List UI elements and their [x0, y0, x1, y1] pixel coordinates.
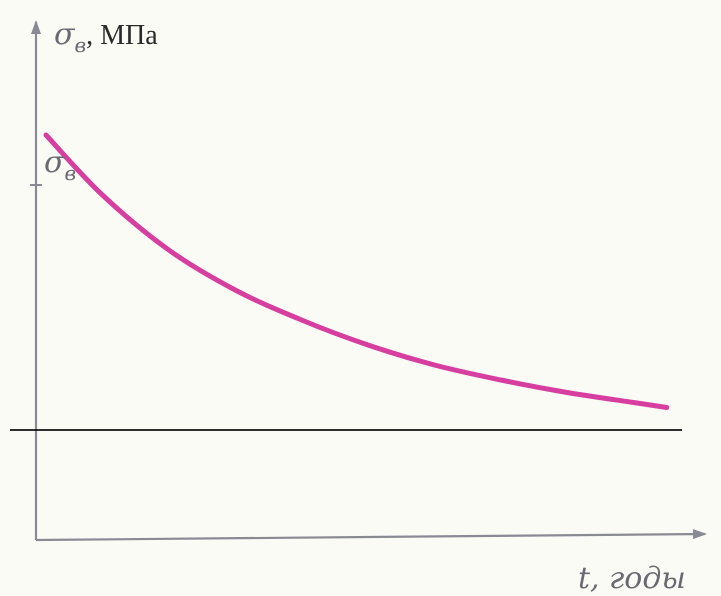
start-value-label-subscript: в: [64, 161, 76, 185]
y-axis-label-subscript: в: [74, 33, 86, 57]
x-axis: [35, 529, 707, 542]
y-axis-label-symbol: σ: [54, 17, 76, 52]
y-axis-label: σв, МПа: [54, 17, 158, 57]
y-axis-label-unit: , МПа: [86, 20, 158, 51]
start-value-label: σв: [44, 145, 76, 185]
start-value-label-symbol: σ: [44, 145, 66, 180]
series-line: [43, 132, 670, 410]
x-axis-label: t, годы: [578, 561, 686, 596]
